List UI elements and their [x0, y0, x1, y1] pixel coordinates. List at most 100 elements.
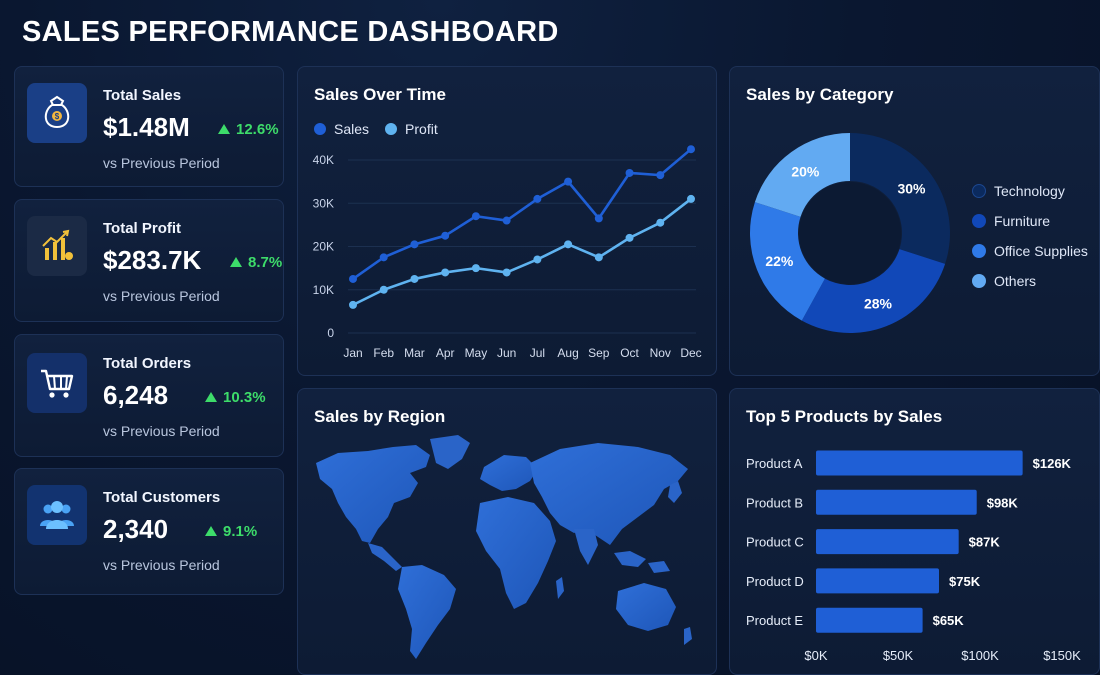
bar-value-label: $65K: [933, 613, 965, 628]
x-tick-label: Sep: [588, 346, 610, 360]
data-point-profit[interactable]: [594, 253, 603, 262]
bar-product-e[interactable]: [816, 607, 923, 633]
money-bag-icon: $: [27, 83, 87, 143]
donut-hole: [799, 182, 901, 284]
svg-text:$: $: [55, 112, 60, 121]
y-tick-label: 10K: [313, 283, 334, 297]
x-tick-label: $0K: [804, 648, 827, 663]
sales-by-region-panel: Sales by Region: [297, 388, 717, 675]
slice-value-label: 30%: [897, 180, 926, 196]
x-tick-label: Mar: [404, 346, 425, 360]
new-zealand-region: [684, 627, 692, 645]
north-america-region: [316, 445, 430, 543]
europe-region: [480, 455, 538, 491]
bar-value-label: $126K: [1033, 456, 1072, 471]
data-point-sales[interactable]: [533, 194, 542, 203]
y-tick-label: 40K: [313, 153, 334, 167]
legend-item-profit[interactable]: Profit: [385, 121, 438, 137]
kpi-sub: vs Previous Period: [103, 557, 220, 573]
data-point-profit[interactable]: [625, 233, 634, 242]
donut-slice-others[interactable]: [754, 133, 850, 217]
up-arrow-icon: [230, 257, 242, 267]
legend-swatch: [972, 214, 986, 228]
legend-item-furniture[interactable]: Furniture: [972, 213, 1088, 229]
data-point-sales[interactable]: [594, 214, 603, 223]
kpi-change: 8.7%: [230, 254, 282, 271]
donut-slice-technology[interactable]: [850, 133, 950, 264]
bar-value-label: $87K: [969, 535, 1001, 550]
kpi-card-total-sales: $ Total Sales $1.48M 12.6% vs Previous P…: [14, 66, 284, 187]
bar-product-a[interactable]: [816, 450, 1023, 476]
users-icon: [27, 485, 87, 545]
data-point-profit[interactable]: [410, 274, 419, 283]
x-tick-label: Nov: [650, 346, 671, 360]
kpi-change: 9.1%: [205, 523, 257, 540]
data-point-profit[interactable]: [687, 194, 695, 203]
japan-region: [668, 481, 682, 503]
panel-title: Sales by Region: [314, 407, 446, 426]
data-point-profit[interactable]: [656, 218, 665, 227]
slice-value-label: 20%: [791, 164, 820, 180]
x-tick-label: Apr: [436, 346, 455, 360]
legend-item-others[interactable]: Others: [972, 273, 1088, 289]
bar-category-label: Product C: [746, 535, 804, 550]
kpi-sub: vs Previous Period: [103, 423, 220, 439]
bar-value-label: $75K: [949, 574, 981, 589]
kpi-change-value: 12.6%: [236, 121, 279, 138]
asia-region: [530, 443, 688, 545]
donut-slice-furniture[interactable]: [801, 249, 946, 333]
data-point-sales[interactable]: [564, 177, 573, 186]
data-point-profit[interactable]: [441, 268, 450, 277]
data-point-sales[interactable]: [410, 240, 419, 249]
legend-item-office-supplies[interactable]: Office Supplies: [972, 243, 1088, 259]
data-point-profit[interactable]: [349, 300, 357, 309]
x-tick-label: Feb: [373, 346, 394, 360]
data-point-profit[interactable]: [502, 268, 511, 277]
legend-label: Technology: [994, 183, 1065, 199]
kpi-label: Total Sales: [103, 87, 182, 104]
legend-label: Profit: [405, 121, 438, 137]
data-point-sales[interactable]: [349, 274, 357, 283]
data-point-sales[interactable]: [687, 145, 695, 154]
data-point-sales[interactable]: [441, 231, 450, 240]
kpi-value: 6,248: [103, 380, 169, 410]
bar-category-label: Product D: [746, 574, 804, 589]
bar-product-b[interactable]: [816, 489, 977, 515]
bar-product-c[interactable]: [816, 529, 959, 555]
sales-by-category-panel: Sales by Category 30% 28% 22% 20% Technolog…: [729, 66, 1100, 376]
bar-chart: Product A $126K Product B $98K Product C $87K…: [746, 450, 1081, 663]
data-point-profit[interactable]: [471, 264, 480, 273]
kpi-change: 12.6%: [218, 121, 279, 138]
data-point-sales[interactable]: [502, 216, 511, 225]
data-point-profit[interactable]: [379, 285, 388, 294]
data-point-sales[interactable]: [379, 253, 388, 262]
data-point-profit[interactable]: [533, 255, 542, 264]
kpi-card-total-profit: Total Profit $283.7K 8.7% vs Previous Pe…: [14, 199, 284, 322]
panel-title: Sales Over Time: [314, 85, 446, 104]
y-tick-label: 20K: [313, 240, 334, 254]
bar-value-label: $98K: [987, 495, 1019, 510]
data-point-profit[interactable]: [564, 240, 573, 249]
legend-item-sales[interactable]: Sales: [314, 121, 369, 137]
slice-value-label: 28%: [864, 296, 893, 312]
kpi-sub: vs Previous Period: [103, 288, 220, 304]
australia-region: [616, 583, 676, 631]
x-tick-label: Jun: [497, 346, 516, 360]
data-point-sales[interactable]: [625, 168, 634, 177]
bar-category-label: Product E: [746, 613, 803, 628]
legend-label: Office Supplies: [994, 243, 1088, 259]
data-point-sales[interactable]: [471, 212, 480, 221]
africa-region: [476, 497, 556, 609]
donut-slice-office-supplies[interactable]: [750, 202, 825, 321]
legend-label: Others: [994, 273, 1037, 289]
india-region: [574, 529, 598, 565]
x-tick-label: Jan: [343, 346, 362, 360]
southeast-asia-region: [614, 551, 670, 573]
growth-chart-icon: [27, 216, 87, 276]
legend-swatch: [972, 244, 986, 258]
bar-product-d[interactable]: [816, 568, 939, 594]
x-tick-label: $150K: [1043, 648, 1081, 663]
data-point-sales[interactable]: [656, 171, 665, 180]
line-legend: Sales Profit: [314, 121, 438, 137]
legend-item-technology[interactable]: Technology: [972, 183, 1088, 199]
